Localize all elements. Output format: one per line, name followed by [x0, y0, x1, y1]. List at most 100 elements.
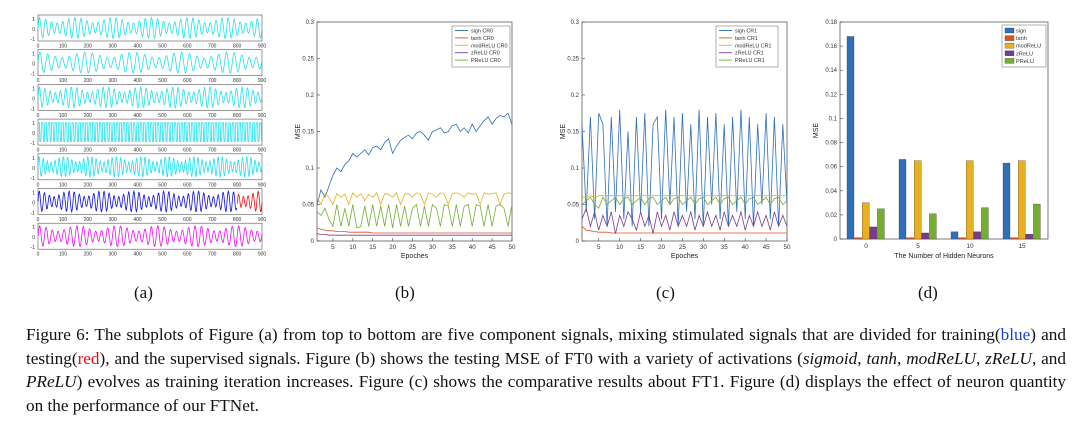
x-tick-label: 100: [59, 78, 68, 84]
caption-part4: ) evolves as training iteration increase…: [26, 372, 1066, 415]
x-tick-label: 600: [183, 252, 192, 258]
x-tick-label: 0: [37, 217, 40, 223]
x-tick-label: 300: [108, 78, 117, 84]
x-tick-label: 800: [233, 252, 242, 258]
y-tick-label: 0.18: [825, 20, 837, 26]
x-tick-label: 50: [783, 244, 791, 251]
chart-c: 0 0.05 0.1 0.15 0.2 0.25 0.3 5 10 15 20 25 30 35 40 45 5…: [560, 20, 791, 260]
y-tick-label: 0.14: [825, 68, 837, 74]
x-tick-label: 200: [84, 44, 93, 50]
x-tick-label: 500: [158, 217, 167, 223]
caption-part3: ), and the supervised signals. Figure (b…: [99, 348, 803, 368]
y-tick-label: 0.2: [571, 93, 580, 99]
bar-sign-0: [846, 36, 855, 240]
x-tick-label: 500: [158, 252, 167, 258]
x-tick-label: 0: [37, 182, 40, 188]
x-tick-label: 100: [59, 44, 68, 50]
series-line-zrelu: [581, 206, 788, 234]
y-tick-label: 0: [834, 237, 838, 243]
x-tick-label: 400: [133, 252, 142, 258]
x-tick-label: 100: [59, 148, 68, 154]
x-tick-label: 800: [233, 182, 242, 188]
caption-part2: ) and testing(: [26, 325, 1066, 368]
x-tick-label: 35: [449, 244, 457, 251]
signal-line-7: [37, 224, 263, 248]
y-axis-label: MSE: [560, 124, 567, 140]
x-tick-label: 300: [108, 252, 117, 258]
x-tick-label: 400: [133, 182, 142, 188]
panel-label-a: (a): [134, 283, 153, 302]
x-tick-label: 800: [233, 44, 242, 50]
series-line-prelu: [581, 196, 788, 209]
y-tick-label: 1: [32, 191, 35, 197]
y-tick-label: 0: [311, 239, 315, 245]
legend-label-zrelu: zReLU: [1016, 51, 1033, 57]
x-tick-label: 15: [369, 244, 377, 251]
x-tick-label: 800: [233, 217, 242, 223]
caption-blue-word: blue: [1000, 325, 1031, 344]
y-tick-label: -1: [31, 106, 36, 112]
x-tick-label: 600: [183, 113, 192, 119]
legend-label-modrelu: modReLU CR1: [735, 43, 772, 49]
x-tick-label: 900: [258, 148, 267, 154]
x-tick-label: 100: [59, 252, 68, 258]
legend-label-sign: sign CR1: [735, 29, 757, 35]
x-tick-label: 35: [721, 244, 729, 251]
x-tick-label: 200: [84, 148, 93, 154]
x-tick-label: 500: [158, 44, 167, 50]
x-tick-label: 15: [637, 244, 645, 251]
bar-sign-10: [950, 231, 959, 240]
signal-line-2: [37, 51, 263, 74]
x-tick-label: 15: [1018, 243, 1026, 250]
caption-act-zrelu: zReLU: [985, 348, 1032, 368]
y-tick-label: 0: [32, 131, 35, 137]
y-tick-label: 0.1: [571, 166, 580, 172]
y-tick-label: 1: [32, 17, 35, 23]
caption-sep4: , and: [1031, 348, 1066, 368]
y-axis-label: MSE: [813, 123, 820, 139]
x-axis-label: The Number of Hidden Neurons: [894, 253, 994, 260]
x-tick-label: 400: [133, 148, 142, 154]
y-tick-label: 0: [32, 27, 35, 33]
y-tick-label: 1: [32, 121, 35, 127]
caption-sep3: ,: [975, 348, 986, 368]
x-tick-label: 0: [37, 78, 40, 84]
x-tick-label: 200: [84, 252, 93, 258]
series-line-modrelu: [582, 195, 787, 198]
y-tick-label: 0.1: [829, 116, 838, 122]
series-line-sign: [581, 109, 788, 227]
y-tick-label: 1: [32, 86, 35, 92]
series-line-prelu: [316, 203, 513, 229]
panel-label-b: (b): [395, 283, 415, 302]
bar-modrelu-5: [914, 160, 922, 240]
x-tick-label: 500: [158, 182, 167, 188]
legend-label-prelu: PReLU: [1016, 59, 1034, 65]
x-tick-label: 500: [158, 113, 167, 119]
x-tick-label: 500: [158, 78, 167, 84]
caption-sep2: ,: [897, 348, 907, 368]
y-tick-label: 0.08: [825, 141, 837, 147]
x-tick-label: 900: [258, 44, 267, 50]
bar-tanh-15: [1010, 237, 1018, 240]
x-axis-label: Epoches: [401, 253, 429, 260]
y-tick-label: 0: [32, 62, 35, 68]
bar-tanh-10: [958, 237, 966, 240]
x-tick-label: 700: [208, 148, 217, 154]
legend-label-modrelu: modReLU CR0: [471, 43, 508, 49]
x-tick-label: 300: [108, 113, 117, 119]
legend-label-tanh: tanh CR0: [471, 36, 494, 42]
x-tick-label: 10: [349, 244, 357, 251]
caption-act-modrelu: modReLU: [906, 348, 976, 368]
panel-label-d: (d): [918, 283, 938, 302]
bar-tanh-5: [906, 237, 914, 240]
signal-line-6: [37, 189, 238, 214]
x-tick-label: 300: [108, 182, 117, 188]
x-tick-label: 10: [616, 244, 624, 251]
y-tick-label: -1: [31, 211, 36, 217]
x-tick-label: 0: [37, 44, 40, 50]
bar-zrelu-10: [973, 231, 981, 240]
legend-swatch-tanh: [1004, 35, 1015, 41]
caption-act-prelu: PReLU: [26, 372, 77, 391]
x-tick-label: 45: [763, 244, 771, 251]
y-tick-label: 0.02: [825, 213, 837, 219]
